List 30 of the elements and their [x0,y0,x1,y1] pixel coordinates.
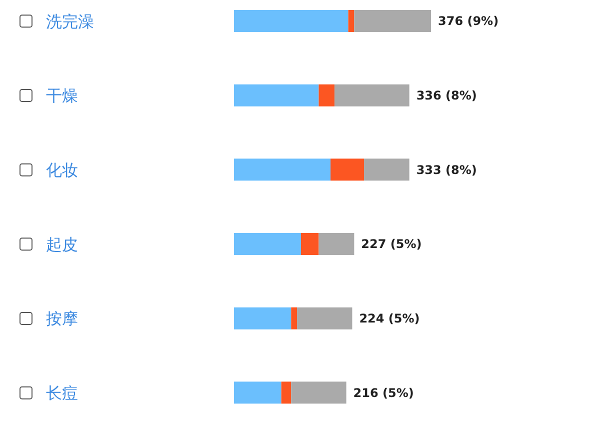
y-tick-label: 起皮 [46,234,78,254]
bar [291,382,346,404]
total-label: 376 (9%) [438,14,499,28]
y-tick-label: 长痘 [46,383,78,402]
bar [234,84,319,106]
bar [281,382,292,404]
bar [234,233,301,255]
bar [234,158,331,181]
total-label: 216 (5%) [353,386,414,400]
total-label: 336 (8%) [416,88,477,103]
bar [234,307,292,330]
total-label: 333 (8%) [416,162,477,177]
bar [354,10,431,32]
bar [234,382,282,404]
bar [291,307,298,330]
bar [348,10,354,32]
bar [330,158,364,181]
bar [318,233,354,255]
y-tick-label: 干燥 [46,86,78,106]
bar [364,158,410,181]
bar [318,84,334,106]
bar [234,10,348,32]
bar [297,307,352,330]
y-tick-label: 按摩 [46,309,78,328]
y-tick-label: 洗完澡 [46,12,94,31]
total-label: 227 (5%) [361,237,422,252]
y-tick-label: 化妆 [46,160,78,180]
total-label: 224 (5%) [359,312,420,326]
bar [300,233,319,255]
bar [334,84,410,106]
